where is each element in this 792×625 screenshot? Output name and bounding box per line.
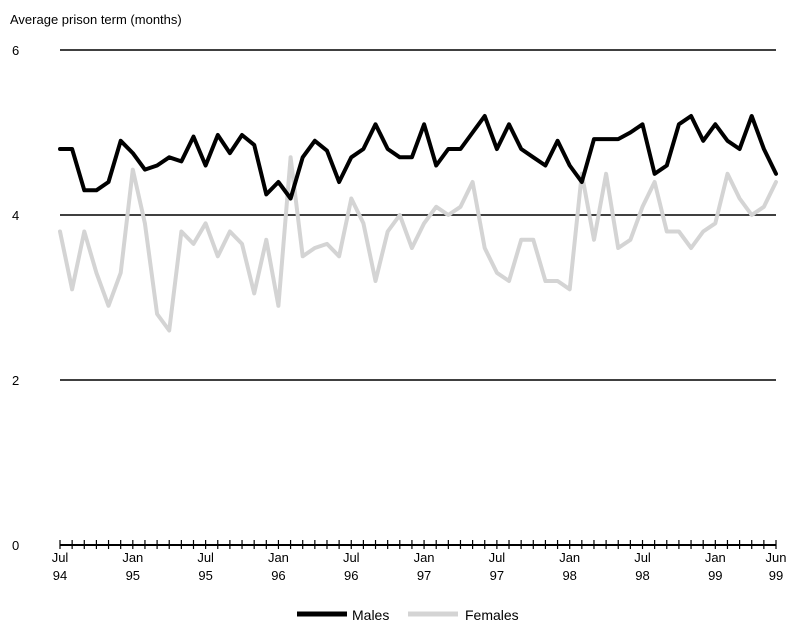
x-tick-label-month: Jan (268, 550, 289, 565)
x-tick-label-year: 96 (271, 568, 285, 583)
x-tick-label-year: 94 (53, 568, 67, 583)
legend-label-females: Females (465, 607, 519, 623)
x-tick-label-month: Jan (559, 550, 580, 565)
x-tick-label-year: 98 (562, 568, 576, 583)
x-tick-label-month: Jul (343, 550, 360, 565)
series-lines (58, 114, 778, 333)
x-tick-label-year: 97 (417, 568, 431, 583)
y-tick-label: 2 (12, 373, 19, 388)
x-tick-label-year: 99 (708, 568, 722, 583)
legend: Males Females (297, 607, 519, 623)
x-tick-label-year: 99 (769, 568, 783, 583)
x-axis: Jul 94 Jan 95 Jul 95 Jan 96 Jul 96 Jan 97 Jul 97 Jan 98… (52, 540, 787, 583)
x-tick-label-month: Jan (414, 550, 435, 565)
series-line-females (58, 155, 778, 333)
x-tick-label-year: 95 (198, 568, 212, 583)
x-tick-label-month: Jul (634, 550, 651, 565)
x-tick-label-month: Jun (766, 550, 787, 565)
y-tick-label: 0 (12, 538, 19, 553)
x-tick-label-year: 98 (635, 568, 649, 583)
x-tick-label-month: Jul (197, 550, 214, 565)
y-tick-label: 4 (12, 208, 19, 223)
x-tick-label-year: 95 (126, 568, 140, 583)
x-tick-label-year: 96 (344, 568, 358, 583)
y-axis-title: Average prison term (months) (10, 12, 182, 27)
x-tick-label-year: 97 (490, 568, 504, 583)
y-tick-label: 6 (12, 43, 19, 58)
legend-label-males: Males (352, 607, 389, 623)
x-tick-label-month: Jul (52, 550, 69, 565)
series-line-males (58, 114, 778, 201)
gridlines (60, 49, 776, 381)
x-tick-label-month: Jul (489, 550, 506, 565)
y-tick-labels: 0 2 4 6 (12, 43, 19, 553)
x-tick-label-month: Jan (705, 550, 726, 565)
x-tick-label-month: Jan (122, 550, 143, 565)
